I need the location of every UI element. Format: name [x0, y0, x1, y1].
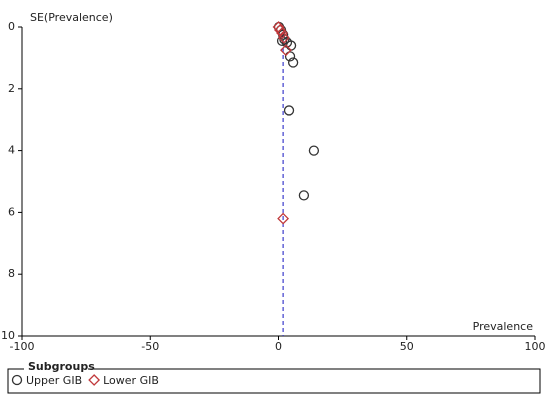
point: [276, 27, 289, 40]
x-tick-label: 100: [525, 340, 546, 353]
y-tick-label: 10: [1, 329, 15, 342]
y-tick-label: 0: [8, 20, 15, 33]
point: [287, 57, 299, 68]
y-tick-label: 2: [8, 82, 15, 95]
x-tick-label: -50: [141, 340, 159, 353]
y-tick-label: 6: [8, 205, 15, 218]
point: [277, 31, 290, 44]
y-tick-label: 4: [8, 144, 15, 157]
legend-label: Lower GIB: [103, 374, 159, 387]
x-tick-label: -100: [10, 340, 35, 353]
x-tick-label: 50: [400, 340, 414, 353]
legend-marker: [11, 374, 23, 386]
point: [274, 24, 286, 37]
x-axis-title: Prevalence: [473, 320, 534, 333]
point: [308, 145, 320, 156]
y-axis-title: SE(Prevalence): [30, 11, 113, 24]
point: [283, 105, 295, 116]
legend-title: Subgroups: [28, 360, 95, 373]
legend-title-bg: [24, 362, 88, 374]
point: [277, 212, 290, 225]
point: [298, 190, 310, 201]
legend-marker: [88, 374, 101, 386]
legend-label: Upper GIB: [26, 374, 82, 387]
legend-box: [7, 368, 541, 394]
point: [280, 44, 292, 57]
y-tick-label: 8: [8, 267, 15, 280]
x-tick-label: 0: [275, 340, 282, 353]
